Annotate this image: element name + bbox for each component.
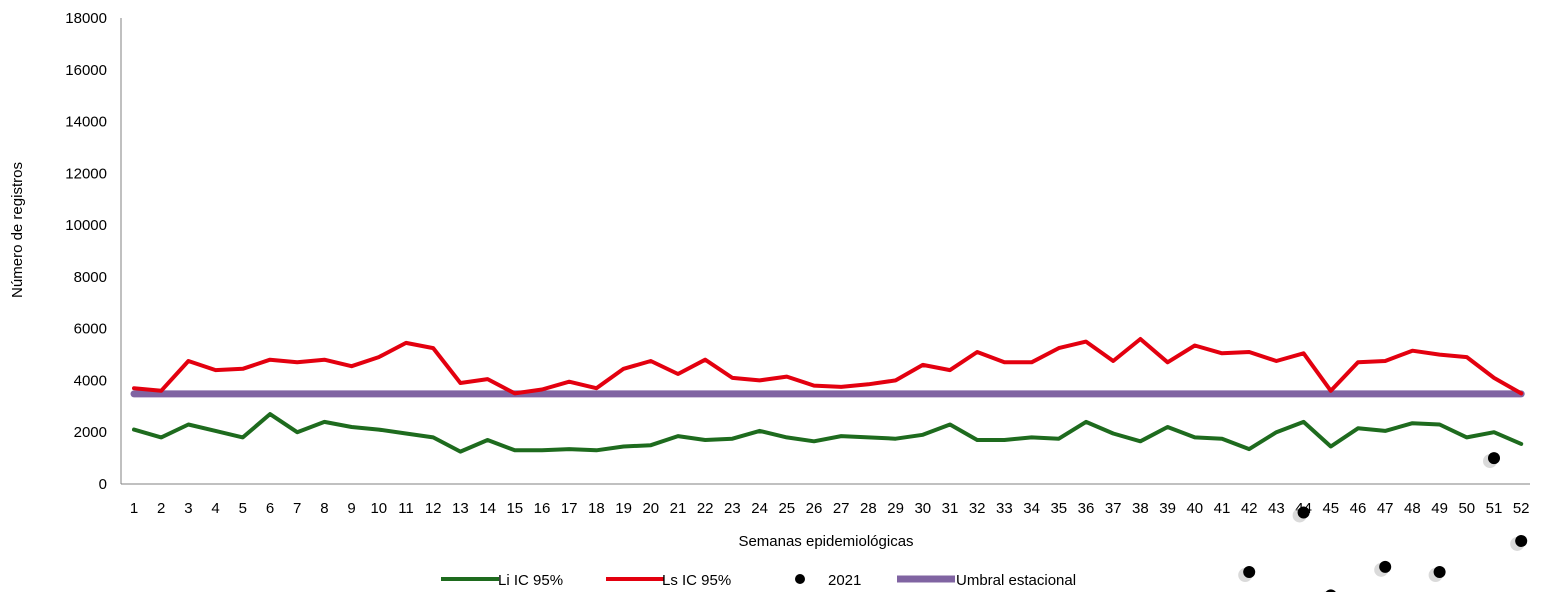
y-tick-label: 2000 [74,424,107,441]
x-axis-label: Semanas epidemiológicas [738,533,913,550]
legend-swatch [795,574,805,584]
x-tick-label: 38 [1132,500,1149,517]
x-tick-label: 23 [724,500,741,517]
x-tick-label: 52 [1513,500,1530,517]
x-tick-label: 15 [506,500,523,517]
series-layer [130,337,1528,592]
x-tick-label: 2 [157,500,165,517]
x-tick-label: 50 [1458,500,1475,517]
series-2021-point [1515,534,1528,547]
x-tick-label: 51 [1486,500,1503,517]
x-tick-label: 25 [778,500,795,517]
x-tick-label: 9 [347,500,355,517]
x-tick-label: 14 [479,500,496,517]
series-2021-point [1297,506,1310,519]
x-tick-label: 21 [670,500,687,517]
x-tick-label: 12 [425,500,442,517]
x-tick-label: 3 [184,500,192,517]
legend-label: 2021 [828,572,861,589]
y-tick-label: 14000 [65,114,107,131]
x-tick-label: 24 [751,500,768,517]
series-2021-point [1379,560,1392,573]
y-tick-label: 18000 [65,10,107,27]
x-tick-labels: 1 2 3 4 5 6 7 8 9 10 11 12 13 14 15 16 17 18 19 20 21 22 23 24 2… [130,500,1530,517]
x-tick-label: 41 [1214,500,1231,517]
series-2021-point [1488,452,1500,465]
x-tick-label: 20 [642,500,659,517]
x-tick-label: 16 [534,500,551,517]
x-tick-label: 6 [266,500,274,517]
y-tick-label: 4000 [74,372,107,389]
y-axis-label: Número de registros [9,162,26,298]
y-tick-label: 8000 [74,269,107,286]
x-tick-label: 46 [1350,500,1367,517]
x-tick-label: 49 [1431,500,1448,517]
x-tick-label: 48 [1404,500,1421,517]
x-tick-label: 26 [806,500,823,517]
y-tick-label: 10000 [65,217,107,234]
x-tick-label: 5 [239,500,247,517]
x-tick-label: 11 [398,500,414,517]
x-tick-label: 34 [1023,500,1040,517]
legend-label: Li IC 95% [498,572,563,589]
legend-label: Ls IC 95% [662,572,731,589]
x-tick-label: 43 [1268,500,1285,517]
x-tick-label: 7 [293,500,301,517]
x-tick-label: 30 [914,500,931,517]
x-tick-label: 19 [615,500,632,517]
x-tick-label: 29 [887,500,904,517]
y-tick-labels: 0 2000 4000 6000 8000 10000 12000 14000 16000 180… [65,10,107,493]
x-tick-label: 18 [588,500,605,517]
series-2021-point [1243,566,1256,579]
series-2021-point [1433,566,1446,579]
series-line-1 [132,337,1524,396]
x-tick-label: 10 [370,500,387,517]
y-tick-label: 6000 [74,321,107,338]
y-tick-label: 16000 [65,62,107,79]
series-line-0 [132,412,1524,454]
x-tick-label: 39 [1159,500,1176,517]
x-tick-label: 35 [1050,500,1067,517]
x-tick-label: 32 [969,500,986,517]
x-tick-label: 8 [320,500,328,517]
x-tick-label: 4 [211,500,219,517]
x-tick-label: 13 [452,500,469,517]
x-tick-label: 17 [561,500,578,517]
x-tick-label: 37 [1105,500,1122,517]
x-tick-label: 1 [130,500,138,517]
series-2021-point [1325,589,1336,592]
y-tick-label: 0 [99,476,107,493]
x-tick-label: 31 [942,500,959,517]
axes [120,18,1530,485]
x-tick-label: 45 [1322,500,1339,517]
x-tick-label: 36 [1078,500,1095,517]
x-tick-label: 40 [1186,500,1203,517]
y-tick-label: 12000 [65,165,107,182]
x-tick-label: 42 [1241,500,1258,517]
x-tick-label: 28 [860,500,877,517]
x-tick-label: 47 [1377,500,1394,517]
x-tick-label: 27 [833,500,850,517]
x-tick-label: 33 [996,500,1013,517]
legend: Li IC 95% Ls IC 95% 2021 Umbral estacional [441,572,1076,589]
x-tick-label: 22 [697,500,714,517]
legend-label: Umbral estacional [956,572,1076,589]
